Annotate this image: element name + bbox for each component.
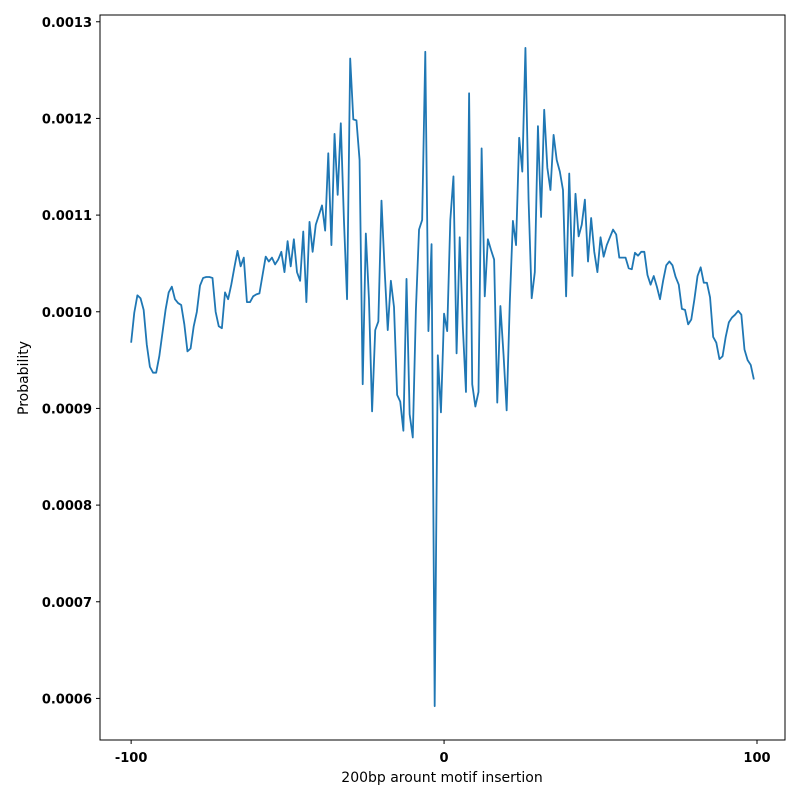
- x-axis-label: 200bp arount motif insertion: [341, 770, 542, 786]
- y-tick-label: 0.0009: [42, 402, 92, 417]
- x-tick-label: -100: [115, 751, 148, 766]
- y-tick-label: 0.0008: [42, 499, 92, 514]
- y-axis-label: Probability: [16, 341, 32, 415]
- y-tick-label: 0.0007: [42, 596, 92, 611]
- plot-frame: [99, 14, 786, 741]
- y-tick-label: 0.0013: [42, 16, 92, 31]
- x-tick-label: 100: [743, 751, 770, 766]
- y-tick-label: 0.0011: [42, 209, 92, 224]
- x-tick-label: 0: [440, 751, 449, 766]
- data-line: [130, 46, 755, 708]
- y-tick-label: 0.0006: [42, 692, 92, 707]
- y-tick-label: 0.0012: [42, 112, 92, 127]
- y-tick-label: 0.0010: [42, 306, 92, 321]
